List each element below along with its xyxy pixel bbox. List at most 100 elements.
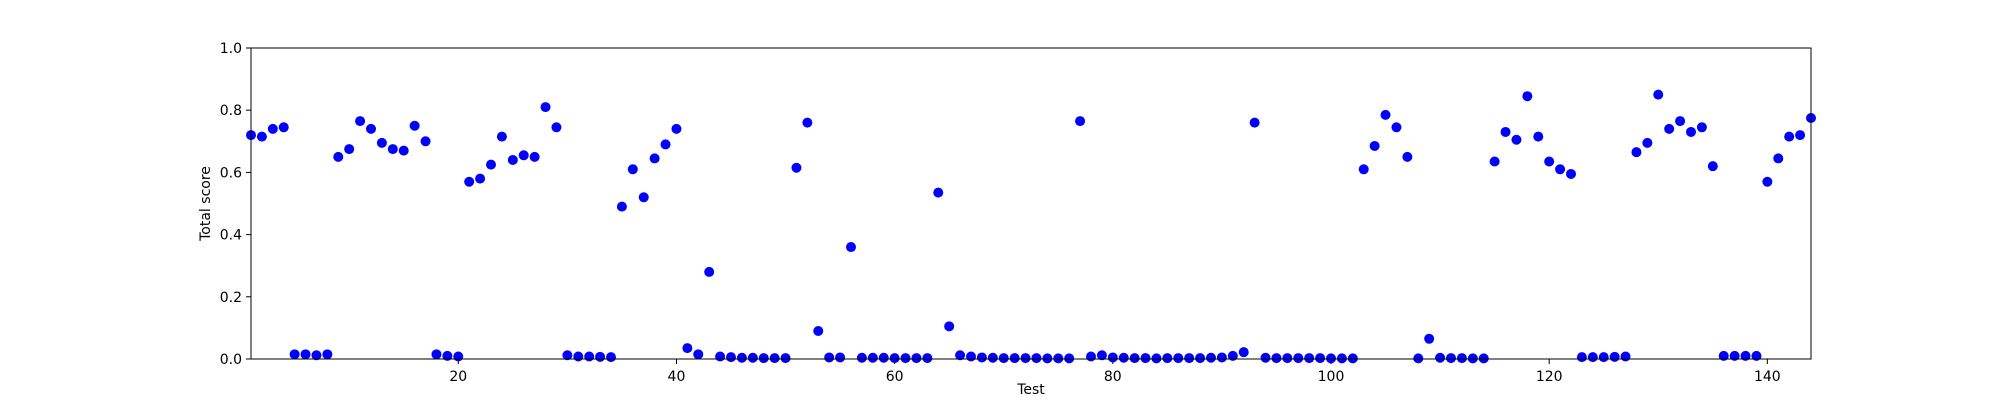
data-point [1086,351,1096,362]
data-point [671,123,682,134]
data-point [900,353,911,364]
data-point [693,349,704,360]
data-point [376,137,387,148]
data-point [1784,131,1795,142]
data-point [1620,351,1631,362]
data-point [584,351,595,362]
data-point [747,352,758,363]
data-points [246,89,1816,364]
x-tick-label: 40 [668,369,686,385]
data-point [431,349,442,360]
data-point [1282,353,1293,364]
data-point [344,144,355,155]
y-tick-label: 0.4 [220,228,242,244]
data-point [278,122,289,133]
data-point [1631,147,1642,158]
data-point [573,351,584,362]
x-tick-label: 140 [1754,369,1781,385]
data-point [420,136,431,147]
data-point [398,145,409,156]
data-point [1533,131,1544,142]
data-point [1555,164,1566,175]
data-point [966,351,976,362]
y-axis-label: Total score [198,166,214,242]
data-point [1336,353,1347,364]
data-point [835,352,846,363]
data-point [769,353,780,364]
x-tick-label: 20 [449,369,467,385]
x-tick-label: 80 [1104,369,1122,385]
data-point [1773,153,1784,164]
data-point [1216,352,1227,363]
data-point [1347,353,1358,364]
data-point [1402,151,1413,162]
y-axis-ticks: 0.0 0.2 0.4 0.6 0.8 1.0 [220,41,251,368]
data-point [1064,353,1075,364]
data-point [944,321,955,332]
x-tick-label: 120 [1536,369,1563,385]
data-point [704,266,715,277]
data-point [976,352,987,363]
data-point [267,123,278,134]
data-point [1380,109,1391,120]
x-tick-label: 60 [886,369,904,385]
x-tick-label: 100 [1318,369,1345,385]
data-point [1075,116,1086,127]
x-axis-label: Test [1016,382,1045,398]
data-point [955,350,966,361]
data-point [1511,134,1522,145]
data-point [987,352,998,363]
data-point [1227,350,1238,361]
data-point [627,164,638,175]
data-point [311,350,322,361]
plot-frame [250,47,1812,360]
data-point [1544,156,1555,167]
data-point [1162,353,1173,364]
data-point [715,351,726,362]
data-point [1729,350,1740,361]
x-axis-ticks: 20 40 60 80 100 120 140 [449,359,1781,385]
data-point [846,242,856,253]
data-point [1435,352,1446,363]
data-point [726,352,736,363]
data-point [1173,353,1184,364]
data-point [1009,353,1020,364]
data-point [1271,353,1282,364]
data-point [736,352,747,363]
data-point [616,201,627,212]
data-point [1369,140,1380,151]
data-point [1315,353,1326,364]
y-tick-label: 1.0 [220,41,242,57]
data-point [1675,116,1686,127]
data-point [1576,352,1587,363]
data-point [1446,353,1456,364]
data-point [1053,353,1064,364]
data-point [453,351,464,362]
data-point [758,353,769,364]
data-point [464,176,475,187]
data-point [1184,353,1195,364]
data-point [1424,333,1435,344]
data-point [1140,353,1151,364]
data-point [518,150,529,161]
data-point [1751,350,1762,361]
data-point [387,144,398,155]
data-point [529,151,540,162]
data-point [1413,353,1424,364]
data-point [1020,353,1031,364]
data-point [1456,353,1467,364]
data-point [366,123,376,134]
data-point [1762,176,1773,187]
data-point [791,162,802,173]
data-point [1358,164,1369,175]
data-point [867,352,878,363]
data-point [1707,161,1718,172]
data-point [1391,122,1402,133]
data-point [1653,89,1664,100]
data-point [1686,126,1696,137]
data-point [1642,137,1653,148]
data-point [660,139,671,150]
data-point [322,349,333,360]
data-point [606,352,616,363]
data-point [638,192,649,203]
